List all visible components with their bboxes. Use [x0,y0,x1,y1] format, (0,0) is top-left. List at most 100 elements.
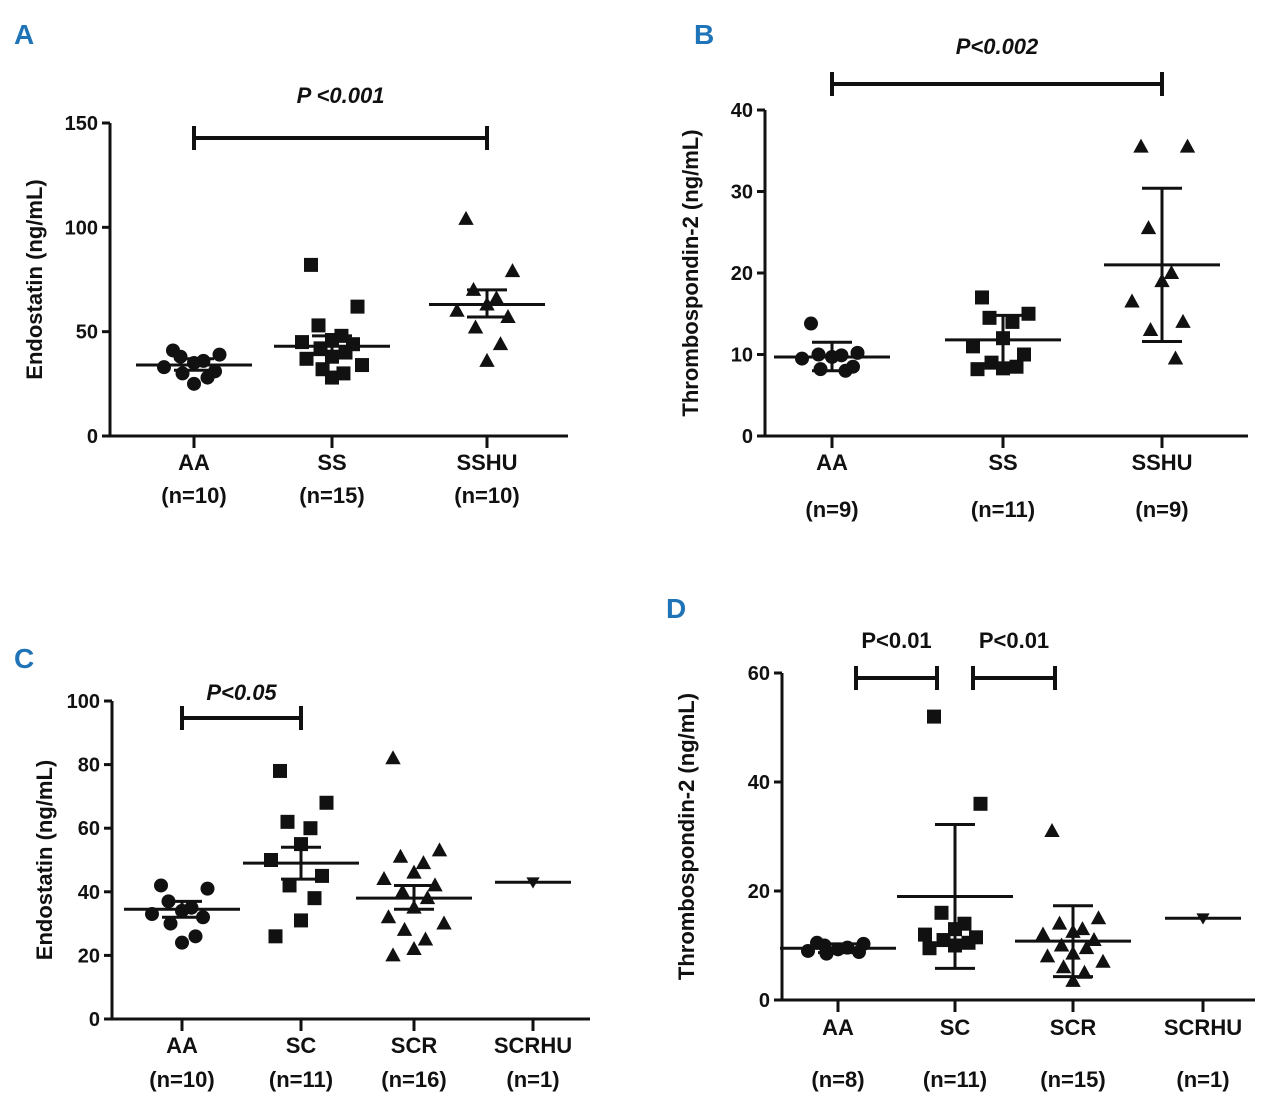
data-point [801,943,815,958]
category-label: SCRHU [1164,1015,1242,1040]
data-point [804,316,818,331]
category-label: SSHU [456,450,517,475]
data-point [415,855,432,870]
data-point [922,941,937,956]
group-aa: AA (n=8) [780,935,896,1092]
group-aa: AA (n=10) [136,343,252,508]
data-point [966,339,980,354]
data-point [212,347,227,362]
y-tick-label: 0 [742,426,753,448]
panel-c: C 0 20 40 60 80 100 Endostatin (ng/mL) AA (n=10) S… [14,643,590,1092]
category-label: AA [178,450,210,475]
category-label: SC [286,1033,317,1058]
data-point [154,878,168,893]
y-axis-title: Thrombospondin-2 (ng/mL) [678,129,703,416]
category-label: SCR [391,1033,438,1058]
p-value-label: P<0.05 [206,680,277,705]
panel-a: A 0 50 100 150 Endostatin (ng/mL) AA (n=10) SS (n… [14,19,568,508]
y-tick-label: 150 [65,113,98,135]
y-axis-title: Endostatin (ng/mL) [32,760,57,960]
category-label: SC [940,1015,971,1040]
data-point [175,366,190,381]
data-point [1017,347,1031,362]
data-point [304,257,318,272]
data-point [427,877,443,892]
panel-letter: D [666,593,686,624]
significance-bracket: P<0.002 [830,34,1164,96]
n-label: (n=11) [269,1067,333,1092]
n-label: (n=1) [1176,1067,1229,1092]
data-point [264,853,278,867]
y-tick-label: 0 [89,1009,100,1031]
data-point [350,299,365,314]
data-point [1055,959,1072,974]
data-point [394,883,411,898]
data-point [811,347,826,362]
data-point [431,842,448,857]
data-point [392,848,409,863]
p-value-label: P <0.001 [297,83,385,108]
data-point [973,796,988,811]
data-point [1021,306,1036,321]
group-aa: AA (n=10) [124,878,240,1092]
group-sshu: SSHU (n=9) [1104,138,1220,522]
n-label: (n=9) [805,497,858,522]
group-scrhu: SCRHU (n=1) [1164,913,1242,1092]
data-point [200,881,215,896]
data-point [500,309,516,324]
p-value-label: P<0.002 [956,34,1039,59]
data-point [1074,921,1091,936]
panel-letter: A [14,19,34,50]
y-tick-label: 20 [731,263,753,285]
data-point [813,362,828,377]
y-tick-label: 30 [731,182,753,204]
y-axis-title: Thrombospondin-2 (ng/mL) [674,693,699,980]
n-label: (n=9) [1135,497,1188,522]
y-tick-label: 80 [78,755,100,777]
significance-bracket: P<0.01 [971,628,1057,690]
n-label: (n=15) [1040,1067,1105,1092]
significance-bracket: P<0.01 [854,628,939,690]
y-tick-label: 100 [67,691,100,713]
significance-bracket: P <0.001 [192,83,489,150]
data-point [918,927,932,942]
y-tick-label: 40 [78,882,100,904]
group-scr: SCR (n=16) [356,750,472,1092]
category-label: AA [822,1015,854,1040]
data-point [436,915,452,930]
data-point [417,931,434,946]
category-label: SCRHU [494,1033,572,1058]
y-tick-label: 0 [87,426,98,448]
panel-letter: C [14,643,34,674]
data-point [188,929,203,944]
data-point [385,750,401,765]
group-ss: SS (n=15) [274,257,390,508]
data-point [307,891,322,906]
panel-letter: B [694,19,714,50]
category-label: AA [816,450,848,475]
data-point [1163,264,1180,279]
y-tick-label: 60 [78,818,100,840]
data-point [303,821,318,836]
data-point [187,376,201,391]
data-point [1133,138,1149,153]
n-label: (n=16) [381,1067,446,1092]
data-point [282,878,297,893]
data-point [299,351,314,366]
data-point [458,210,474,225]
data-point [1065,972,1081,987]
category-label: SS [988,450,1017,475]
y-tick-label: 50 [76,322,98,344]
data-point [311,318,326,333]
data-point [294,913,308,928]
data-point [163,916,178,931]
category-label: SSHU [1131,450,1192,475]
data-point [488,290,505,305]
data-point [157,360,171,375]
data-point [1179,138,1196,153]
data-point [280,814,295,829]
n-label: (n=10) [149,1067,214,1092]
data-point [268,929,283,944]
data-point [406,940,422,955]
